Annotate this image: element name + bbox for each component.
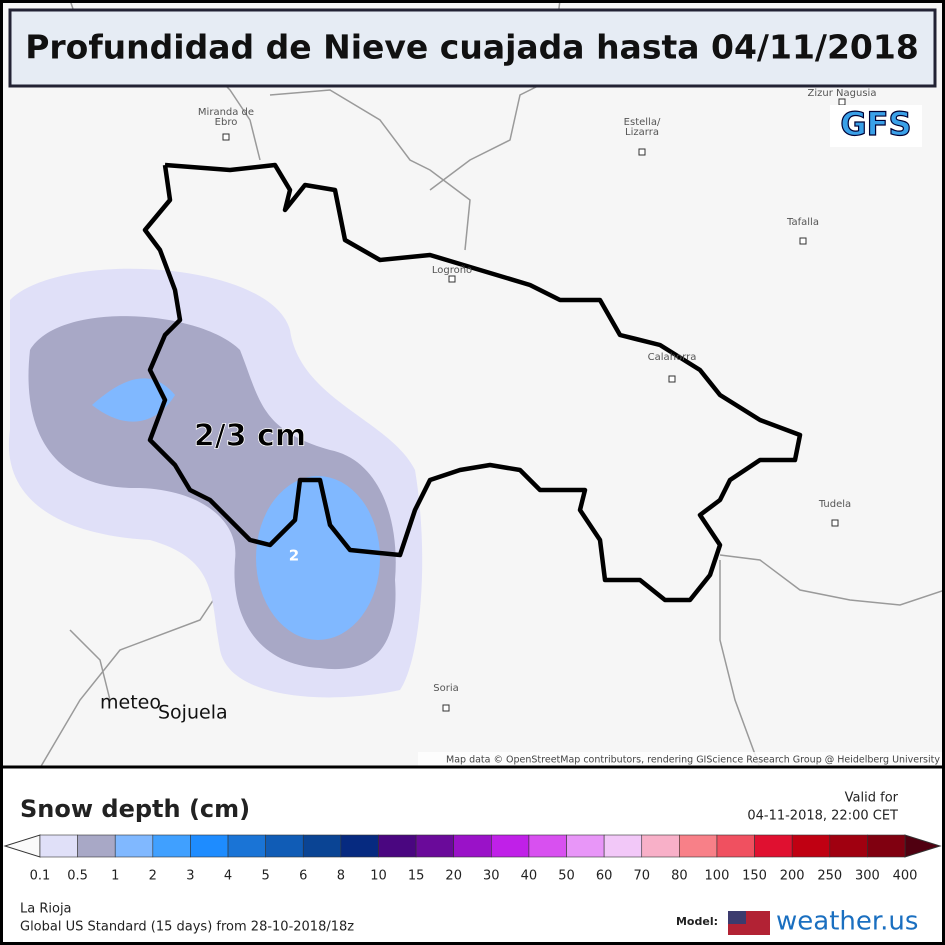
colorbar-bin — [566, 834, 605, 858]
colorbar-bin — [754, 834, 793, 858]
city-layer: Miranda de Ebro Estella/Lizarra Zizur Nagus… — [198, 88, 877, 712]
colorbar-tick-label: 20 — [445, 869, 462, 884]
colorbar-bin — [302, 834, 342, 858]
annotation: 2/3 cm — [194, 419, 306, 454]
colorbar-high-end — [904, 834, 942, 858]
colorbar-bin — [716, 834, 755, 858]
colorbar-tick-label: 15 — [408, 869, 425, 884]
colorbar-tick-label: 6 — [299, 869, 307, 884]
valid-time: 04-11-2018, 22:00 CET — [747, 809, 898, 824]
colorbar-bin — [378, 834, 417, 858]
colorbar-tick-label: 50 — [558, 869, 575, 884]
city-marker — [831, 519, 839, 527]
colorbar-bin — [415, 834, 454, 858]
city-marker — [668, 375, 676, 383]
colorbar-tick-label: 1 — [111, 869, 119, 884]
city-marker — [799, 237, 807, 245]
colorbar-bin — [679, 834, 718, 858]
title: Profundidad de Nieve cuajada hasta 04/11… — [25, 28, 919, 67]
colorbar-bin — [528, 834, 567, 858]
colorbar-bin — [265, 834, 304, 858]
colorbar-bin — [77, 834, 116, 858]
colorbar-tick-label: 3 — [186, 869, 194, 884]
title-box — [8, 8, 937, 88]
colorbar-low-end — [3, 834, 41, 858]
city-label: Tafalla — [786, 217, 819, 228]
colorbar-tick-label: 2 — [149, 869, 157, 884]
colorbar-tick-label: 10 — [370, 869, 387, 884]
city-marker — [442, 704, 450, 712]
region: La Rioja — [20, 902, 72, 917]
colorbar-bin — [867, 834, 906, 858]
contour-label: 2 — [289, 547, 299, 565]
colorbar-tick-label: 80 — [671, 869, 688, 884]
colorbar-bin — [491, 834, 530, 858]
attribution: Map data © OpenStreetMap contributors, r… — [446, 755, 940, 766]
snow-contour-core — [92, 378, 175, 422]
colorbar-tick-label: 8 — [337, 869, 345, 884]
colorbar-bin — [114, 834, 154, 858]
colorbar-tick-label: 4 — [224, 869, 232, 884]
colorbar-tick-label: 70 — [633, 869, 650, 884]
model-badge: GFS — [840, 105, 911, 143]
colorbar-tick-label: 400 — [893, 869, 918, 884]
colorbar-tick-label: 150 — [742, 869, 767, 884]
colorbar-tick-label: 100 — [705, 869, 730, 884]
city-marker — [638, 148, 646, 156]
run-info: Global US Standard (15 days) from 28-10-… — [20, 920, 354, 935]
city-label: Tudela — [818, 499, 851, 510]
model-label: Model: — [676, 915, 718, 928]
brand: weather.us — [776, 907, 918, 937]
city-label: Zizur Nagusia — [808, 88, 877, 99]
watermark: meteo — [100, 692, 161, 714]
colorbar-tick-label: 300 — [855, 869, 880, 884]
colorbar-tick-label: 0.1 — [30, 869, 51, 884]
city-marker — [448, 275, 456, 283]
colorbar-tick-label: 5 — [262, 869, 270, 884]
valid-label: Valid for — [845, 791, 899, 806]
colorbar-bin — [453, 834, 492, 858]
legend-title: Snow depth (cm) — [20, 795, 250, 823]
colorbar-tick-label: 250 — [817, 869, 842, 884]
colorbar-tick-label: 60 — [596, 869, 613, 884]
city-label: Logroño — [432, 265, 472, 276]
snow-contour-core — [256, 476, 380, 640]
colorbar-tick-label: 0.5 — [67, 869, 88, 884]
watermark: Sojuela — [158, 702, 228, 724]
colorbar: 0.1 0.5 1 2 3 4 5 6 8 10 15 20 30 40 50 60 70 80 100 150 200… — [3, 834, 942, 884]
region-outline — [142, 162, 803, 603]
city-label: Estella/Lizarra — [624, 117, 661, 138]
colorbar-bin — [227, 834, 266, 858]
attribution-bg — [418, 752, 945, 767]
colorbar-tick-label: 200 — [780, 869, 805, 884]
city-marker — [222, 133, 230, 141]
colorbar-bin — [152, 834, 191, 858]
colorbar-bin — [641, 834, 680, 858]
colorbar-bin — [829, 834, 868, 858]
colorbar-bin — [190, 834, 229, 858]
city-label: Calahorra — [648, 352, 697, 363]
city-label: Miranda de Ebro — [198, 107, 254, 128]
flag-canton — [728, 911, 746, 924]
colorbar-tick-label: 30 — [483, 869, 500, 884]
badge-bg — [830, 105, 922, 147]
colorbar-bin — [603, 834, 643, 858]
city-label: Soria — [433, 683, 458, 694]
colorbar-bin — [39, 834, 78, 858]
colorbar-tick-label: 40 — [521, 869, 538, 884]
colorbar-bin — [340, 834, 379, 858]
colorbar-bin — [791, 834, 831, 858]
